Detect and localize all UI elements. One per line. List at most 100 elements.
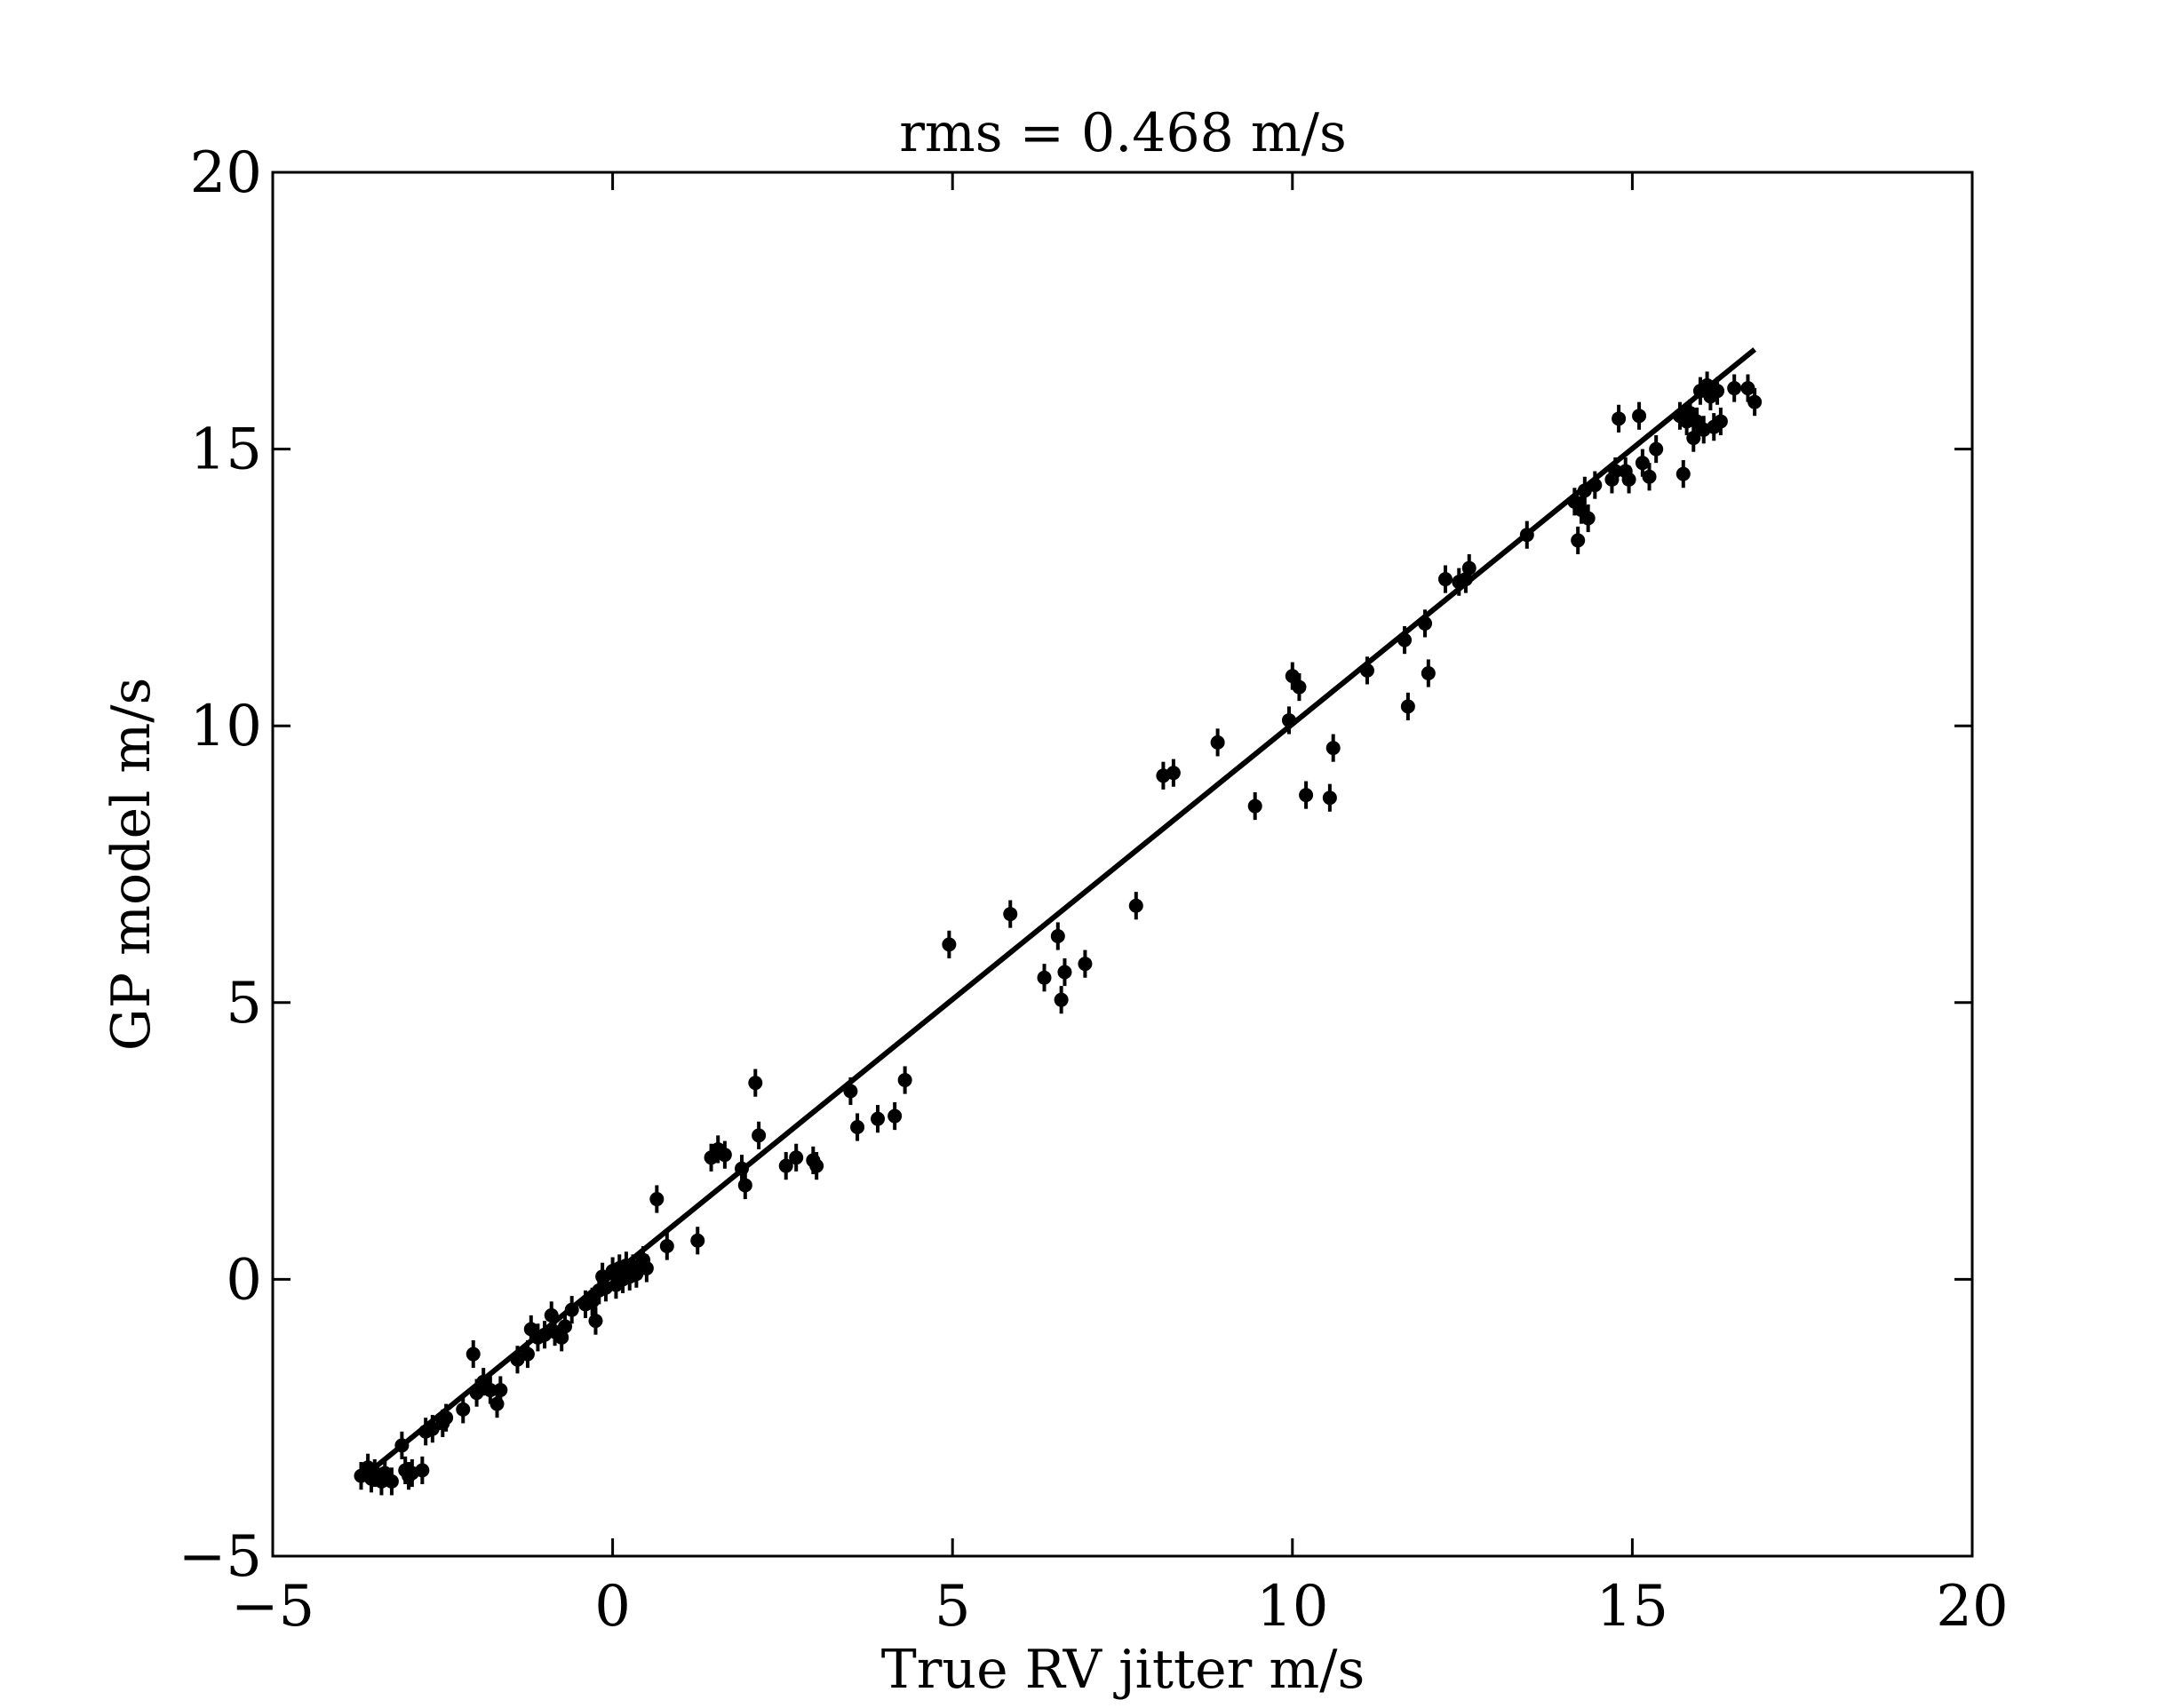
data-point [871,1105,886,1133]
point-marker [1649,441,1664,457]
data-point [588,1307,603,1335]
point-marker [1359,663,1374,678]
point-marker [1635,456,1650,471]
point-marker [1210,735,1225,750]
data-point [1210,728,1225,757]
point-marker [1054,992,1069,1007]
point-marker [1747,394,1763,409]
point-marker [1727,381,1742,396]
data-point [1078,949,1093,978]
point-marker [717,1148,732,1163]
x-tick-label: 0 [594,1574,631,1640]
point-marker [1166,766,1181,781]
x-tick-label: 15 [1596,1574,1668,1640]
point-marker [1003,907,1018,922]
point-marker [1281,712,1296,727]
point-marker [659,1239,674,1254]
data-point [415,1456,430,1484]
point-marker [897,1073,912,1088]
point-marker [1621,472,1636,487]
data-point [394,1431,410,1459]
data-point [778,1152,793,1180]
point-marker [1571,533,1586,548]
point-marker [585,1294,600,1309]
data-point [1635,449,1650,477]
point-marker [1740,381,1755,396]
data-point [1003,900,1018,928]
data-point [1571,526,1586,555]
point-marker [439,1410,454,1426]
data-point [1580,504,1596,533]
point-marker [1461,560,1476,576]
data-point [850,1113,865,1141]
axis-ticks-layer: −5 0 5 10 15 20 −5 0 5 10 15 20 [179,140,2009,1640]
y-tick-label: 5 [226,971,262,1037]
data-point [1727,374,1742,402]
point-marker [1608,464,1623,479]
point-marker [415,1463,430,1478]
data-point [1612,404,1627,433]
point-marker [871,1111,886,1126]
data-point [1437,565,1453,593]
data-point [456,1395,471,1424]
point-marker [493,1383,508,1398]
data-point [1054,986,1069,1014]
data-point [1166,759,1181,787]
data-point [1292,672,1307,702]
point-marker [1397,632,1413,647]
point-marker [1325,741,1341,756]
point-marker [1322,790,1337,806]
point-marker [1037,970,1052,985]
point-marker [843,1084,858,1099]
data-point [482,1376,497,1404]
data-point [649,1185,665,1213]
data-point [737,1171,752,1200]
point-marker [850,1120,865,1135]
data-point [493,1376,508,1404]
data-point [887,1101,903,1131]
point-marker [1285,669,1300,684]
data-point [1037,964,1052,992]
point-marker [789,1150,804,1165]
x-tick-label: −5 [231,1574,314,1640]
data-point [1713,407,1728,436]
point-marker [942,937,957,952]
point-marker [639,1260,654,1275]
data-point [1057,957,1072,987]
data-point [843,1076,858,1106]
data-point [752,1121,767,1149]
point-marker [520,1347,535,1362]
data-point [789,1143,804,1172]
data-point [564,1296,579,1324]
point-marker [887,1108,903,1124]
y-tick-label: −5 [179,1524,262,1590]
point-marker [558,1319,573,1334]
point-marker [1292,679,1307,695]
point-marker [466,1347,481,1362]
data-point [1325,734,1341,762]
data-point [1632,401,1647,430]
data-point [1418,609,1433,638]
point-marker [1612,411,1627,426]
data-point [520,1339,535,1369]
data-point [1281,706,1296,735]
data-point [809,1152,824,1180]
data-point [897,1066,912,1094]
data-point [1299,781,1314,809]
data-point [1747,388,1763,417]
data-point [1322,783,1337,812]
data-point [1642,463,1657,491]
data-point [1649,435,1664,464]
data-point [1608,457,1623,486]
point-marker [588,1314,603,1329]
point-marker [752,1128,767,1143]
point-marker [1418,616,1433,631]
point-marker [1632,409,1647,424]
data-point [1400,692,1415,720]
data-point [558,1312,573,1340]
point-marker [456,1402,471,1417]
point-marker [394,1438,410,1453]
data-point [1397,626,1413,655]
